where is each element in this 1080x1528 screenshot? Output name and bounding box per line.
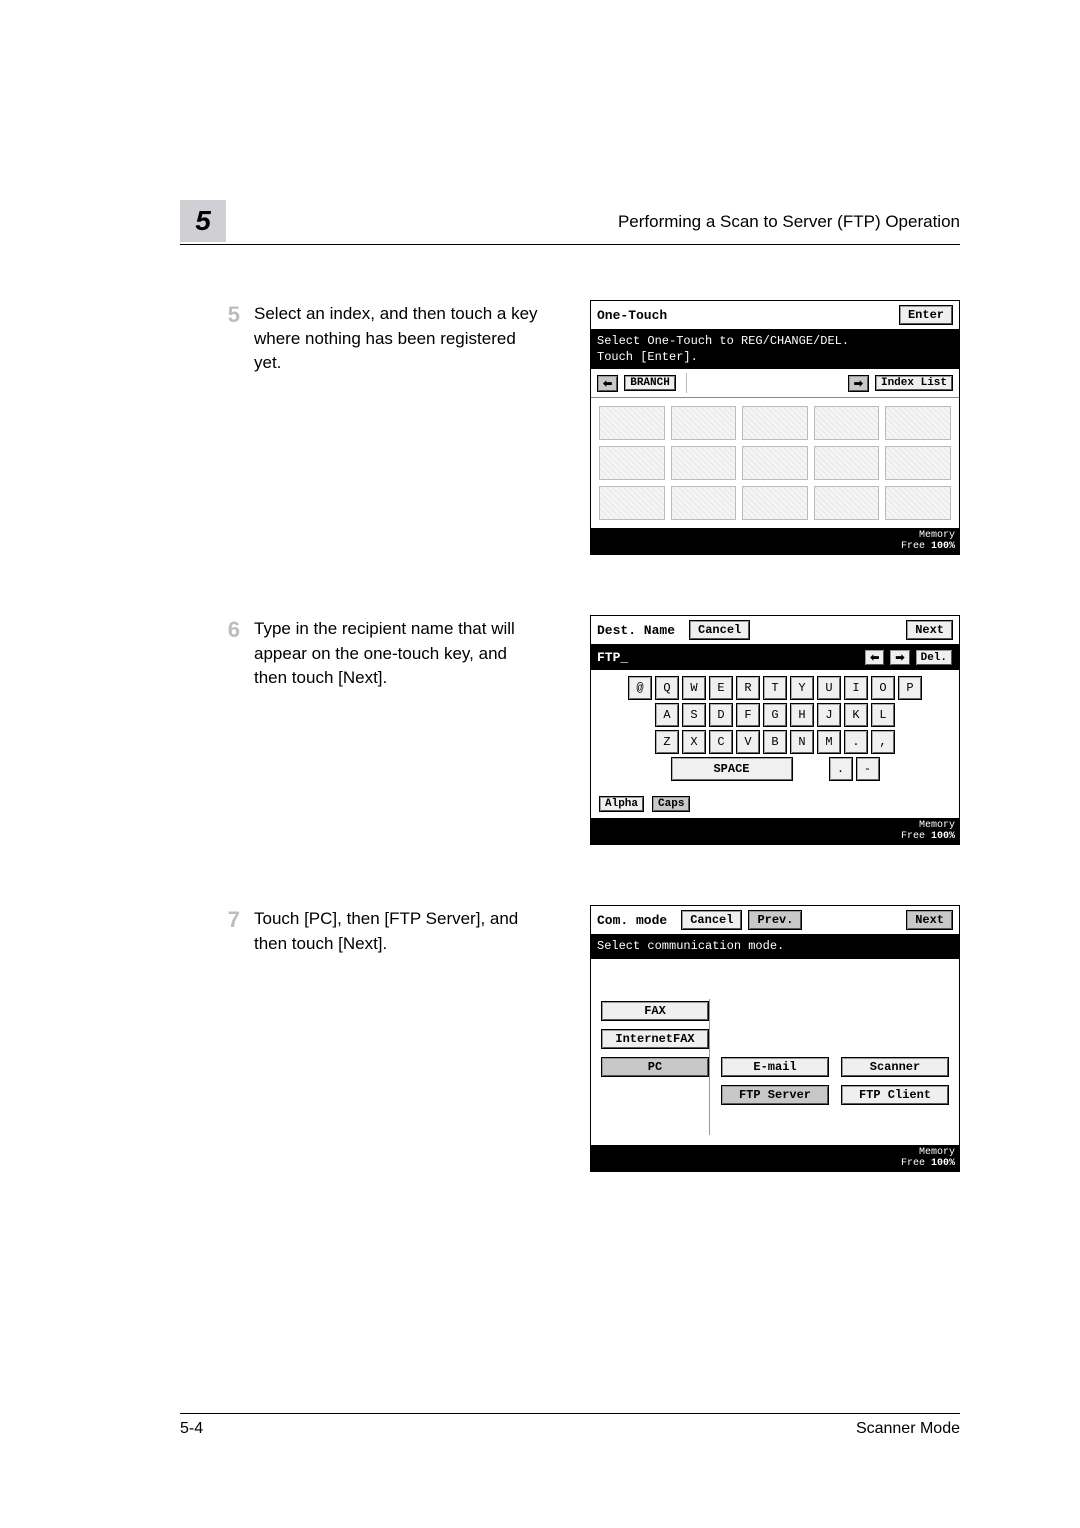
panel-title: Dest. Name — [597, 623, 675, 638]
one-touch-slot[interactable] — [885, 486, 951, 520]
key-q[interactable]: Q — [655, 676, 679, 700]
one-touch-slot[interactable] — [671, 486, 737, 520]
dash-key[interactable]: - — [856, 757, 880, 781]
chapter-number: 5 — [180, 200, 226, 242]
space-key[interactable]: SPACE — [671, 757, 793, 781]
key-d[interactable]: D — [709, 703, 733, 727]
dot-key[interactable]: . — [829, 757, 853, 781]
cursor-right-button[interactable]: ➡ — [889, 649, 910, 666]
key-c[interactable]: C — [709, 730, 733, 754]
panel-dest-name: Dest. Name Cancel Next FTP_ ⬅ ➡ Del. @QW — [590, 615, 960, 845]
ftp-server-button[interactable]: FTP Server — [721, 1085, 829, 1105]
internetfax-button[interactable]: InternetFAX — [601, 1029, 709, 1049]
key-i[interactable]: I — [844, 676, 868, 700]
key-m[interactable]: M — [817, 730, 841, 754]
one-touch-slot[interactable] — [814, 406, 880, 440]
step-5: 5 Select an index, and then touch a key … — [180, 300, 960, 555]
one-touch-slot[interactable] — [814, 446, 880, 480]
key-w[interactable]: W — [682, 676, 706, 700]
one-touch-slot[interactable] — [742, 446, 808, 480]
fax-button[interactable]: FAX — [601, 1001, 709, 1021]
key-u[interactable]: U — [817, 676, 841, 700]
next-button[interactable]: Next — [906, 620, 953, 640]
one-touch-slot[interactable] — [599, 446, 665, 480]
instruction-line: Touch [Enter]. — [597, 350, 953, 366]
step-7: 7 Touch [PC], then [FTP Server], and the… — [180, 905, 960, 1172]
one-touch-slot[interactable] — [885, 446, 951, 480]
next-arrow-button[interactable]: ➡ — [848, 375, 869, 392]
one-touch-slot[interactable] — [671, 446, 737, 480]
key-.[interactable]: . — [844, 730, 868, 754]
key-b[interactable]: B — [763, 730, 787, 754]
memory-footer: MemoryFree 100% — [591, 1145, 959, 1171]
key-g[interactable]: G — [763, 703, 787, 727]
key-z[interactable]: Z — [655, 730, 679, 754]
key-k[interactable]: K — [844, 703, 868, 727]
key-s[interactable]: S — [682, 703, 706, 727]
pc-button[interactable]: PC — [601, 1057, 709, 1077]
divider — [709, 999, 710, 1135]
key-h[interactable]: H — [790, 703, 814, 727]
page-number: 5-4 — [180, 1420, 203, 1438]
name-input[interactable]: FTP_ — [597, 650, 628, 665]
header-rule — [180, 244, 960, 245]
page-title: Performing a Scan to Server (FTP) Operat… — [618, 212, 960, 232]
caps-button[interactable]: Caps — [652, 796, 690, 812]
step-number: 7 — [180, 905, 254, 933]
email-button[interactable]: E-mail — [721, 1057, 829, 1077]
step-number: 5 — [180, 300, 254, 328]
one-touch-slot[interactable] — [599, 406, 665, 440]
alpha-button[interactable]: Alpha — [599, 796, 644, 812]
key-j[interactable]: J — [817, 703, 841, 727]
key-o[interactable]: O — [871, 676, 895, 700]
step-text: Touch [PC], then [FTP Server], and then … — [254, 905, 544, 956]
cancel-button[interactable]: Cancel — [681, 910, 742, 930]
one-touch-slot[interactable] — [814, 486, 880, 520]
footer-label: Scanner Mode — [856, 1420, 960, 1438]
panel-title: One-Touch — [597, 308, 667, 323]
one-touch-grid — [591, 398, 959, 528]
panel-com-mode: Com. mode Cancel Prev. Next Select commu… — [590, 905, 960, 1172]
memory-footer: MemoryFree 100% — [591, 818, 959, 844]
cancel-button[interactable]: Cancel — [689, 620, 750, 640]
one-touch-slot[interactable] — [599, 486, 665, 520]
one-touch-slot[interactable] — [742, 406, 808, 440]
step-text: Type in the recipient name that will app… — [254, 615, 544, 691]
scanner-button[interactable]: Scanner — [841, 1057, 949, 1077]
key-v[interactable]: V — [736, 730, 760, 754]
ftp-client-button[interactable]: FTP Client — [841, 1085, 949, 1105]
keyboard: @QWERTYUIOP ASDFGHJKL ZXCVBNM., SPACE . … — [591, 670, 959, 790]
instruction-line: Select communication mode. — [597, 939, 784, 953]
step-text: Select an index, and then touch a key wh… — [254, 300, 544, 376]
prev-arrow-button[interactable]: ⬅ — [597, 375, 618, 392]
delete-button[interactable]: Del. — [915, 649, 953, 666]
index-list-button[interactable]: Index List — [875, 375, 953, 391]
key-l[interactable]: L — [871, 703, 895, 727]
memory-footer: MemoryFree 100% — [591, 528, 959, 554]
key-y[interactable]: Y — [790, 676, 814, 700]
enter-button[interactable]: Enter — [899, 305, 953, 325]
one-touch-slot[interactable] — [885, 406, 951, 440]
panel-title: Com. mode — [597, 913, 667, 928]
branch-button[interactable]: BRANCH — [624, 375, 676, 391]
key-p[interactable]: P — [898, 676, 922, 700]
panel-one-touch: One-Touch Enter Select One-Touch to REG/… — [590, 300, 960, 555]
one-touch-slot[interactable] — [671, 406, 737, 440]
step-number: 6 — [180, 615, 254, 643]
cursor-left-button[interactable]: ⬅ — [864, 649, 885, 666]
key-a[interactable]: A — [655, 703, 679, 727]
key-x[interactable]: X — [682, 730, 706, 754]
step-6: 6 Type in the recipient name that will a… — [180, 615, 960, 845]
key-r[interactable]: R — [736, 676, 760, 700]
key-n[interactable]: N — [790, 730, 814, 754]
key-,[interactable]: , — [871, 730, 895, 754]
prev-button[interactable]: Prev. — [748, 910, 802, 930]
key-t[interactable]: T — [763, 676, 787, 700]
key-e[interactable]: E — [709, 676, 733, 700]
instruction-line: Select One-Touch to REG/CHANGE/DEL. — [597, 334, 953, 350]
one-touch-slot[interactable] — [742, 486, 808, 520]
next-button[interactable]: Next — [906, 910, 953, 930]
key-f[interactable]: F — [736, 703, 760, 727]
key-@[interactable]: @ — [628, 676, 652, 700]
